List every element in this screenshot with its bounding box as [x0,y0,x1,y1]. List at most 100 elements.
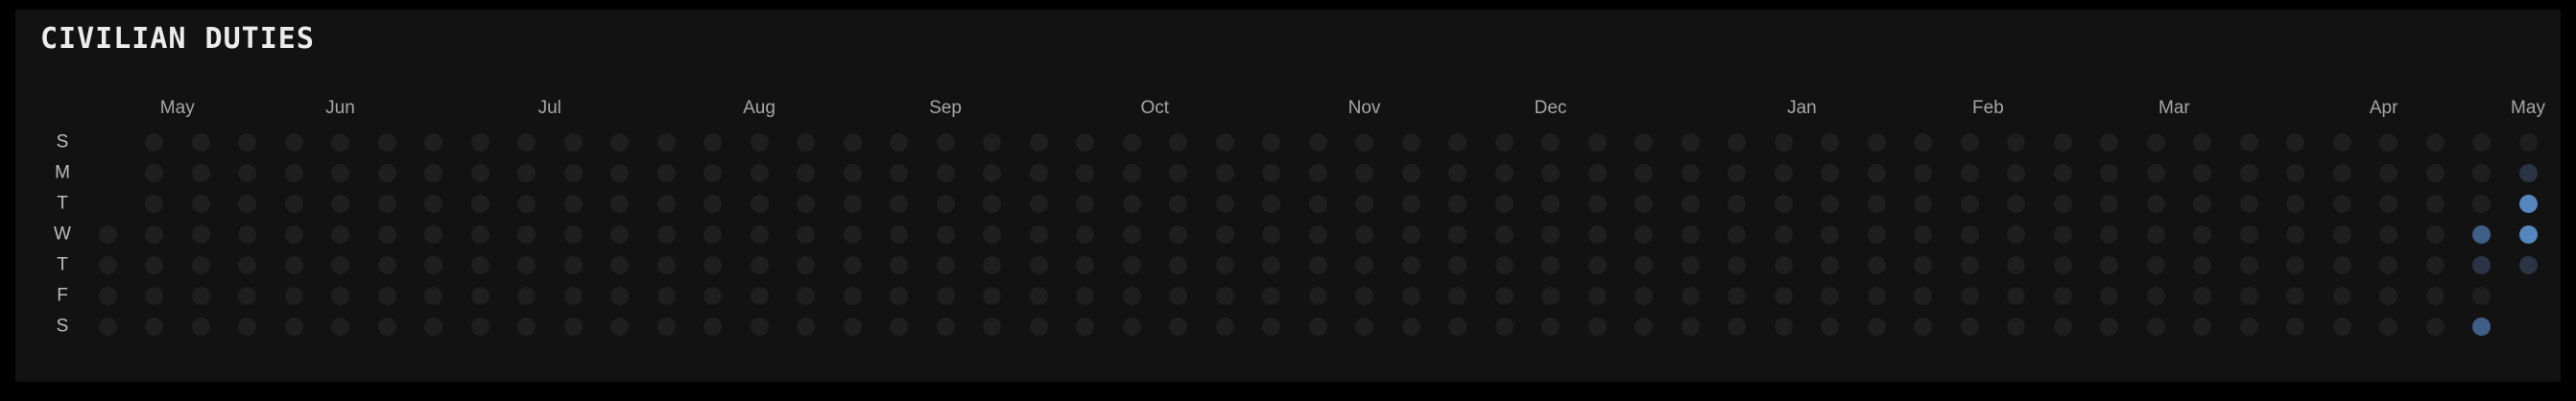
day-cell[interactable] [1821,224,1839,244]
day-cell[interactable] [1821,163,1839,182]
day-cell[interactable] [704,194,722,213]
day-cell[interactable] [98,255,117,274]
day-cell[interactable] [2518,132,2538,152]
day-cell[interactable] [2332,317,2351,336]
day-cell[interactable] [1448,317,1467,336]
day-cell[interactable] [1448,132,1467,152]
day-cell[interactable] [1914,286,1932,305]
day-cell[interactable] [284,255,303,274]
day-cell[interactable] [1215,194,1234,213]
day-cell[interactable] [2379,132,2397,152]
day-cell[interactable] [2239,286,2258,305]
day-cell[interactable] [1587,317,1607,336]
day-cell[interactable] [1541,163,1560,182]
day-cell[interactable] [1355,317,1373,336]
day-cell[interactable] [1448,194,1467,213]
day-cell[interactable] [1914,132,1932,152]
day-cell[interactable] [1960,317,1979,336]
day-cell[interactable] [2007,317,2025,336]
day-cell[interactable] [656,194,676,213]
day-cell[interactable] [1262,194,1280,213]
day-cell[interactable] [2100,194,2118,213]
day-cell[interactable] [656,224,676,244]
day-cell[interactable] [191,224,210,244]
day-cell[interactable] [610,286,629,305]
day-cell[interactable] [2100,224,2118,244]
day-cell[interactable] [1681,163,1700,182]
day-cell[interactable] [2425,317,2445,336]
day-cell[interactable] [517,317,536,336]
day-cell[interactable] [2286,132,2304,152]
day-cell[interactable] [1960,286,1979,305]
day-cell[interactable] [377,224,396,244]
day-cell[interactable] [98,224,117,244]
day-cell[interactable] [1494,224,1514,244]
day-cell[interactable] [2518,163,2538,182]
day-cell[interactable] [2053,317,2072,336]
day-cell[interactable] [2007,224,2025,244]
day-cell[interactable] [284,194,303,213]
day-cell[interactable] [2193,163,2211,182]
day-cell[interactable] [656,255,676,274]
day-cell[interactable] [1122,132,1141,152]
day-cell[interactable] [470,194,489,213]
day-cell[interactable] [331,194,349,213]
day-cell[interactable] [1867,163,1886,182]
day-cell[interactable] [983,132,1001,152]
day-cell[interactable] [424,317,442,336]
day-cell[interactable] [1634,317,1653,336]
day-cell[interactable] [1914,224,1932,244]
day-cell[interactable] [1867,224,1886,244]
day-cell[interactable] [284,224,303,244]
day-cell[interactable] [284,286,303,305]
day-cell[interactable] [1308,317,1327,336]
day-cell[interactable] [1401,317,1420,336]
day-cell[interactable] [1122,286,1141,305]
day-cell[interactable] [2100,286,2118,305]
day-cell[interactable] [1262,317,1280,336]
day-cell[interactable] [750,132,769,152]
day-cell[interactable] [1122,194,1141,213]
day-cell[interactable] [797,163,815,182]
day-cell[interactable] [238,317,256,336]
day-cell[interactable] [1076,194,1094,213]
day-cell[interactable] [470,317,489,336]
day-cell[interactable] [750,163,769,182]
day-cell[interactable] [890,163,908,182]
day-cell[interactable] [1029,194,1048,213]
day-cell[interactable] [1401,286,1420,305]
day-cell[interactable] [2146,194,2165,213]
day-cell[interactable] [2425,132,2445,152]
day-cell[interactable] [1215,317,1234,336]
day-cell[interactable] [2472,224,2491,244]
day-cell[interactable] [1355,132,1373,152]
day-cell[interactable] [1914,255,1932,274]
day-cell[interactable] [1541,317,1560,336]
day-cell[interactable] [2425,194,2445,213]
day-cell[interactable] [191,317,210,336]
day-cell[interactable] [1728,224,1746,244]
day-cell[interactable] [843,194,862,213]
day-cell[interactable] [1774,132,1793,152]
day-cell[interactable] [2286,224,2304,244]
day-cell[interactable] [1076,163,1094,182]
day-cell[interactable] [2146,224,2165,244]
day-cell[interactable] [2100,163,2118,182]
day-cell[interactable] [2193,286,2211,305]
day-cell[interactable] [1960,194,1979,213]
day-cell[interactable] [2239,317,2258,336]
day-cell[interactable] [284,132,303,152]
day-cell[interactable] [1029,163,1048,182]
day-cell[interactable] [1401,132,1420,152]
day-cell[interactable] [377,132,396,152]
day-cell[interactable] [331,224,349,244]
day-cell[interactable] [797,224,815,244]
day-cell[interactable] [890,286,908,305]
day-cell[interactable] [983,317,1001,336]
day-cell[interactable] [843,224,862,244]
day-cell[interactable] [145,286,163,305]
day-cell[interactable] [563,255,583,274]
day-cell[interactable] [704,163,722,182]
day-cell[interactable] [145,132,163,152]
day-cell[interactable] [2007,163,2025,182]
